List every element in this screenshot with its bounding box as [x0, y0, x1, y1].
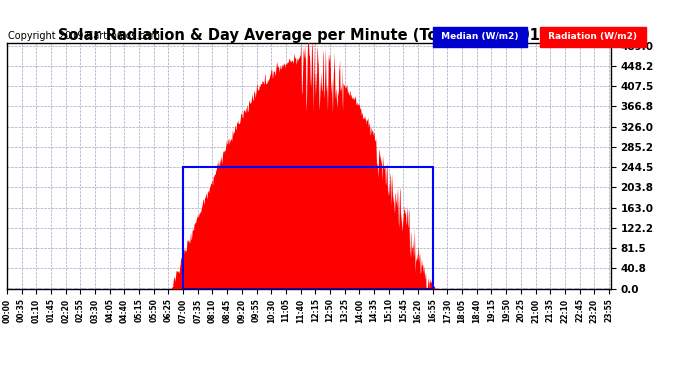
Title: Solar Radiation & Day Average per Minute (Today) 20190127: Solar Radiation & Day Average per Minute… — [58, 28, 560, 43]
Text: Radiation (W/m2): Radiation (W/m2) — [545, 32, 640, 41]
Text: Copyright 2019 Cartronics.com: Copyright 2019 Cartronics.com — [8, 32, 160, 41]
Text: Median (W/m2): Median (W/m2) — [438, 32, 522, 41]
Bar — [183, 167, 433, 289]
